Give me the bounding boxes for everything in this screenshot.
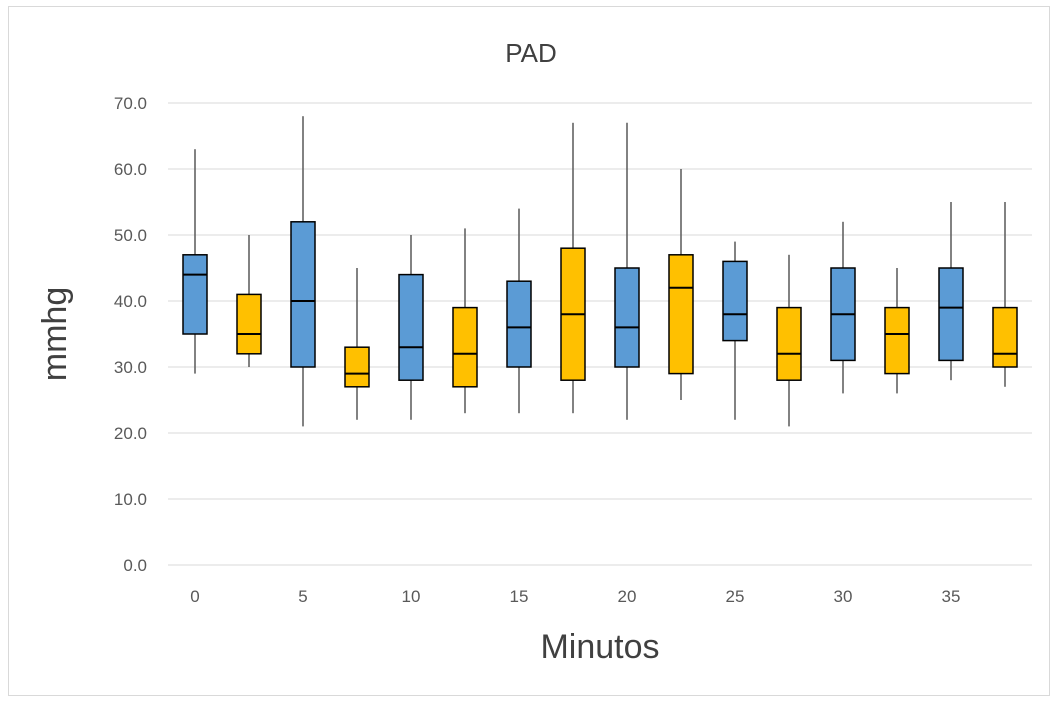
box-body [344,346,370,388]
box-body [236,293,262,355]
box-body [722,260,748,342]
box-10 [722,241,748,420]
x-tick-labels: 0 5 10 15 20 25 30 35 [190,587,960,606]
box-5 [452,228,478,414]
y-tick-labels: 0.0 10.0 20.0 30.0 40.0 50.0 60.0 70.0 [114,94,147,575]
box-body [290,221,316,368]
y-tick-label: 70.0 [114,94,147,113]
x-tick-label: 10 [402,587,421,606]
box-body [506,280,532,368]
box-4 [398,235,424,420]
x-axis-title: Minutos [540,628,659,666]
box-9 [668,169,694,400]
box-7 [560,122,586,414]
box-body [776,306,802,381]
box-body [182,254,208,335]
x-tick-label: 35 [942,587,961,606]
box-13 [884,268,910,394]
box-15 [992,202,1018,387]
box-body [398,273,424,381]
x-tick-label: 25 [726,587,745,606]
box-2 [290,116,316,427]
chart-title: PAD [505,38,557,68]
box-3 [344,268,370,420]
y-tick-label: 20.0 [114,424,147,443]
box-6 [506,208,532,414]
y-tick-label: 0.0 [123,556,147,575]
x-tick-label: 5 [298,587,307,606]
box-body [614,267,640,368]
y-tick-label: 50.0 [114,226,147,245]
box-14 [938,202,964,381]
box-1 [236,235,262,367]
box-body [884,306,910,375]
box-body [452,306,478,388]
y-tick-label: 40.0 [114,292,147,311]
box-11 [776,254,802,427]
box-body [668,254,694,375]
y-tick-label: 30.0 [114,358,147,377]
box-12 [830,221,856,394]
box-body [992,306,1018,368]
x-tick-label: 30 [834,587,853,606]
box-8 [614,122,640,420]
box-body [938,267,964,362]
x-tick-label: 0 [190,587,199,606]
box-0 [182,149,208,374]
box-layer [182,116,1018,427]
x-tick-label: 15 [510,587,529,606]
x-tick-label: 20 [618,587,637,606]
y-tick-label: 10.0 [114,490,147,509]
y-axis-title: mmhg [36,287,74,381]
y-tick-label: 60.0 [114,160,147,179]
